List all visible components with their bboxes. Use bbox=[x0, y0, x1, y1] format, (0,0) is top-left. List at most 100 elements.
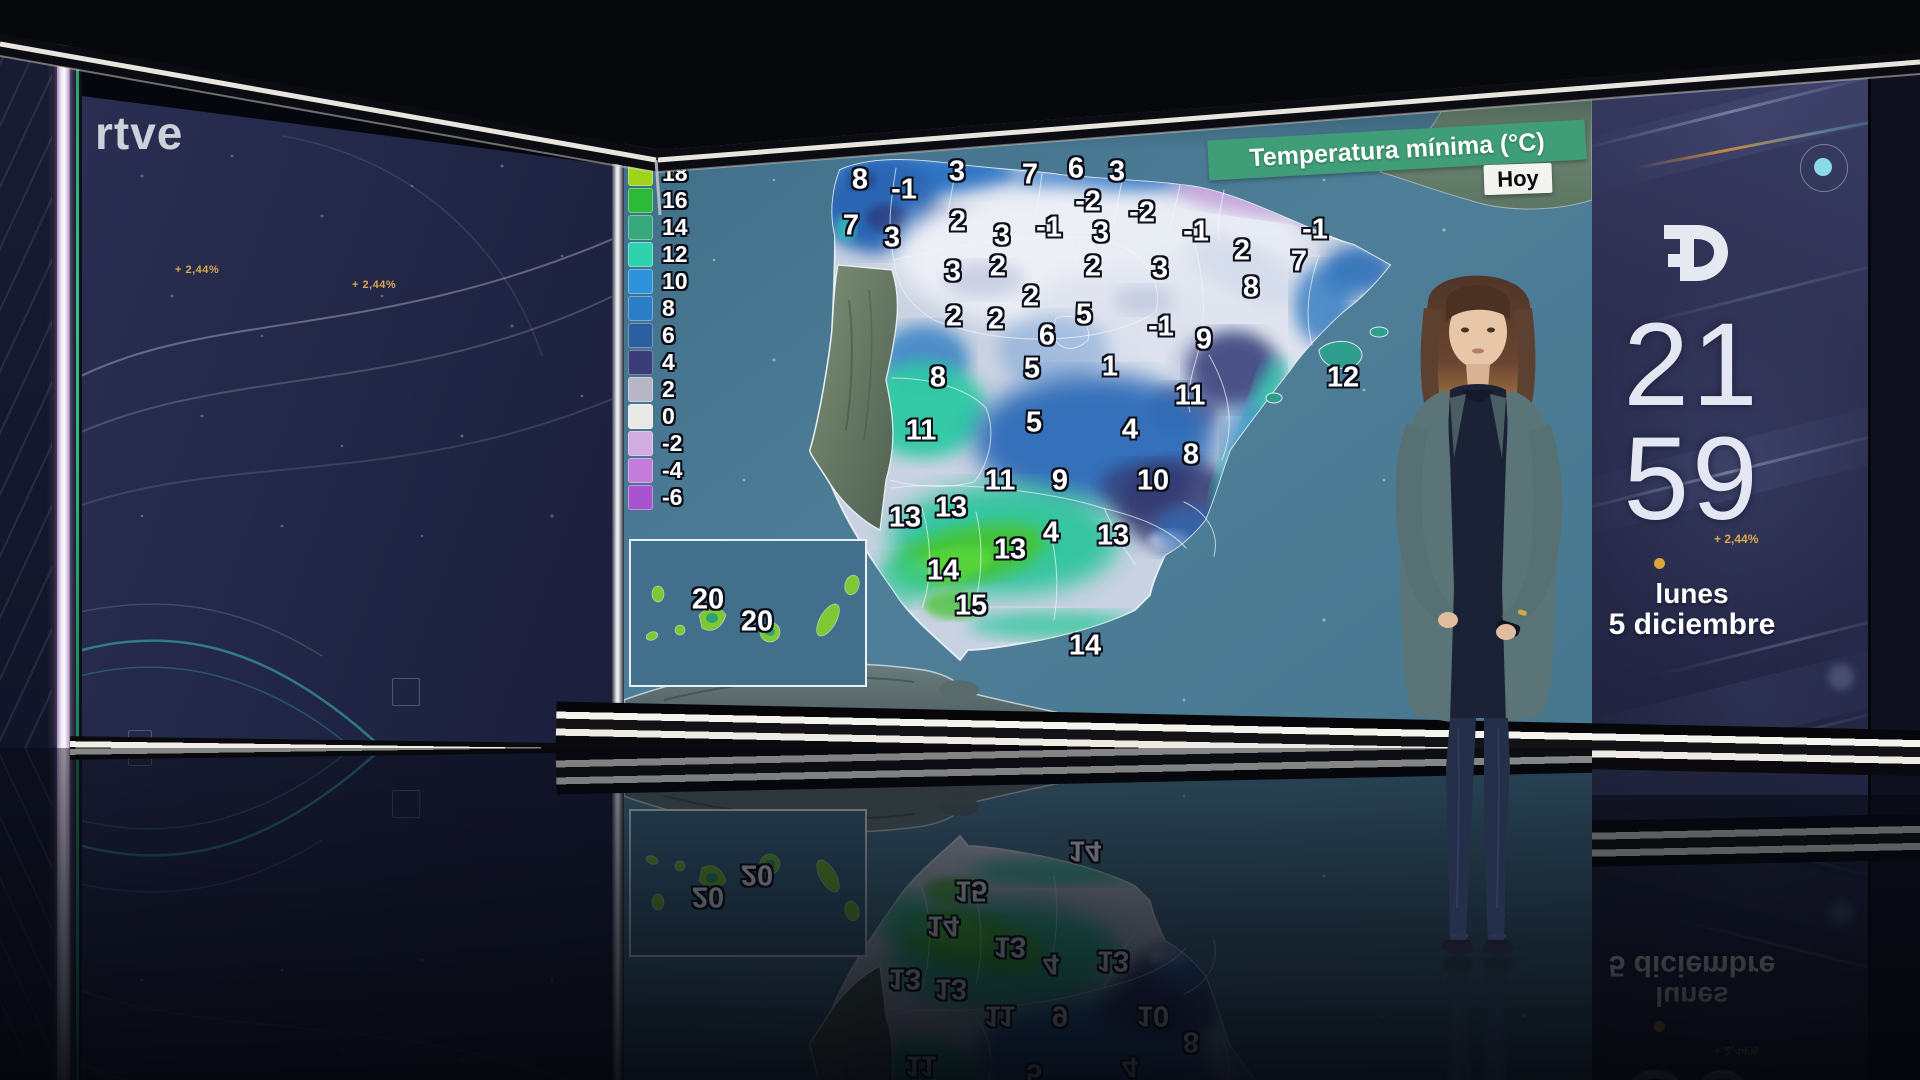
temperature-value: 7 bbox=[1290, 245, 1308, 278]
legend-value: 16 bbox=[662, 187, 688, 213]
legend-value: -2 bbox=[662, 430, 683, 456]
left-wall-graphics bbox=[82, 135, 612, 748]
right-wall-clock-panel: 21 59 + 2,44% lunes 5 diciembre bbox=[1592, 40, 1870, 795]
legend-row: 0 bbox=[628, 403, 688, 430]
temperature-value: 10 bbox=[1136, 464, 1170, 497]
temperature-value: 15 bbox=[954, 589, 988, 622]
temperature-value: 9 bbox=[1051, 464, 1069, 497]
temperature-value: -1 bbox=[1036, 211, 1062, 244]
temperature-value: 2 bbox=[1022, 280, 1040, 313]
ceiling-beams bbox=[0, 0, 1920, 216]
legend-row: 12 bbox=[628, 241, 688, 268]
temperature-value: 13 bbox=[1096, 519, 1130, 552]
cyan-dot bbox=[1814, 158, 1832, 176]
temperature-value: 8 bbox=[929, 361, 947, 394]
temperature-value: 2 bbox=[987, 303, 1005, 336]
legend-swatch bbox=[628, 350, 653, 375]
temperature-value: 13 bbox=[993, 533, 1027, 566]
legend-row: 10 bbox=[628, 268, 688, 295]
temperature-value: 13 bbox=[934, 491, 968, 524]
temperature-value: 14 bbox=[926, 554, 960, 587]
temperature-value: 2 bbox=[989, 250, 1007, 283]
edge-light-core bbox=[57, 0, 71, 752]
temperature-value: 8 bbox=[851, 163, 869, 196]
temperature-value: -1 bbox=[1302, 213, 1328, 246]
far-left-panel bbox=[0, 0, 52, 760]
temperature-value: 20 bbox=[691, 583, 725, 616]
d-channel-logo bbox=[1664, 225, 1728, 281]
temperature-value: 1 bbox=[1101, 350, 1119, 383]
legend-row: 14 bbox=[628, 214, 688, 241]
left-wall-screen: rtve + 2,44% + 2,44% bbox=[82, 96, 612, 748]
temperature-value: 8 bbox=[1242, 271, 1260, 304]
legend-row: -4 bbox=[628, 457, 688, 484]
temperature-value: 11 bbox=[1174, 379, 1206, 412]
temperature-value: 6 bbox=[1067, 152, 1085, 185]
wall-widget-box bbox=[392, 678, 420, 706]
presenter-reflection bbox=[1358, 952, 1598, 1080]
legend-row: 4 bbox=[628, 349, 688, 376]
temperature-legend: 18 16 14 12 10 8 6 4 2 0 -2 -4 -6 bbox=[628, 160, 688, 511]
floor-reflection-left: rtve + 2,44% + 2,44% bbox=[0, 748, 1592, 1080]
edge-light-strip bbox=[52, 0, 82, 752]
legend-swatch bbox=[628, 242, 653, 267]
temperature-value: 5 bbox=[1025, 406, 1043, 439]
province-borders bbox=[889, 167, 1320, 621]
legend-value: 6 bbox=[662, 322, 675, 348]
legend-row: 8 bbox=[628, 295, 688, 322]
legend-swatch bbox=[628, 431, 653, 456]
temperature-value: -2 bbox=[1075, 185, 1101, 218]
temperature-value: 3 bbox=[948, 155, 966, 188]
temperature-value: 2 bbox=[1233, 234, 1251, 267]
legend-row: 16 bbox=[628, 187, 688, 214]
edge-light-green-line bbox=[76, 0, 79, 752]
weekday-label: lunes bbox=[1655, 578, 1729, 609]
floor-reflection-right: rtve + 2,44% + 2,44% bbox=[1592, 795, 1920, 1080]
legend-row: -6 bbox=[628, 484, 688, 511]
gold-dot bbox=[1654, 558, 1665, 569]
balearic-islands bbox=[1265, 326, 1389, 404]
legend-value: 0 bbox=[662, 403, 675, 429]
temperature-value: -1 bbox=[1148, 310, 1174, 343]
temperature-value: 2 bbox=[949, 205, 967, 238]
temperature-field bbox=[817, 160, 1390, 639]
presenter-figure bbox=[1395, 275, 1563, 955]
wall-ticker-2: + 2,44% bbox=[352, 279, 397, 291]
clock-hours: 21 bbox=[1623, 299, 1761, 431]
clock-minutes: 59 bbox=[1623, 413, 1761, 545]
legend-value: -4 bbox=[662, 457, 683, 483]
reflection-presenter-figure bbox=[1442, 955, 1514, 1080]
temperature-value: 5 bbox=[1075, 298, 1093, 331]
legend-swatch bbox=[628, 377, 653, 402]
presenter bbox=[1358, 952, 1598, 1080]
stock-ticker: + 2,44% bbox=[1714, 532, 1759, 546]
temperature-value: 3 bbox=[993, 219, 1011, 252]
temperature-value: 2 bbox=[945, 300, 963, 333]
temperature-value: 12 bbox=[1326, 361, 1360, 394]
temperature-value: 4 bbox=[1042, 516, 1060, 549]
temperature-value: 7 bbox=[1021, 158, 1039, 191]
legend-swatch bbox=[628, 458, 653, 483]
temperature-value: 7 bbox=[842, 209, 860, 242]
legend-swatch bbox=[628, 485, 653, 510]
legend-swatch bbox=[628, 323, 653, 348]
wall-ticker-1: + 2,44% bbox=[175, 264, 220, 276]
rtve-logo: rtve bbox=[95, 107, 184, 159]
temperature-value: 3 bbox=[1151, 252, 1169, 285]
temperature-value: 4 bbox=[1121, 413, 1139, 446]
cyan-ring bbox=[1800, 144, 1848, 192]
legend-value: 2 bbox=[662, 376, 675, 402]
studio-clock: 21 59 bbox=[1608, 299, 1776, 545]
legend-value: 12 bbox=[662, 241, 688, 267]
temperature-value: 3 bbox=[1092, 216, 1110, 249]
temperature-value: 11 bbox=[984, 464, 1016, 497]
temperature-value: 20 bbox=[740, 605, 774, 638]
legend-value: 10 bbox=[662, 268, 688, 294]
temperature-value: 14 bbox=[1068, 629, 1102, 662]
portugal-land bbox=[809, 264, 899, 531]
legend-swatch bbox=[628, 296, 653, 321]
presenter bbox=[1358, 248, 1598, 958]
canary-inset bbox=[629, 539, 867, 687]
